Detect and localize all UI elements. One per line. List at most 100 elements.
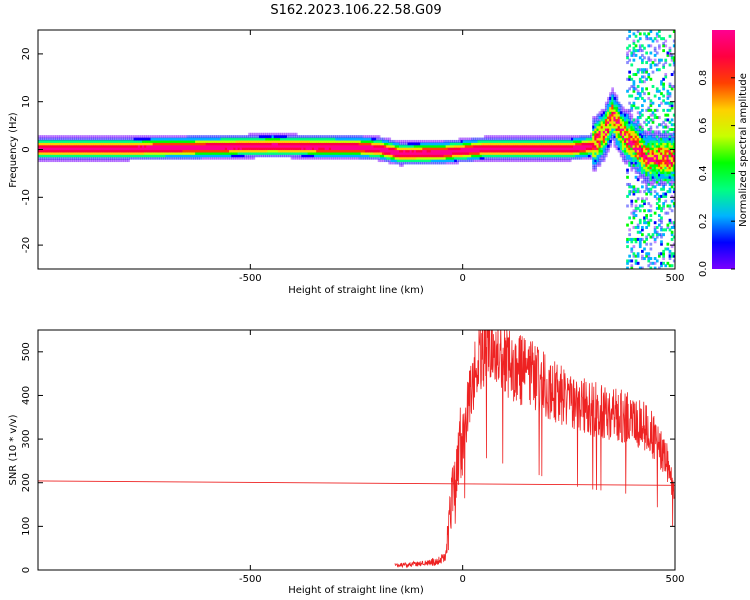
heatmap-cell bbox=[458, 149, 462, 153]
heatmap-cell bbox=[490, 144, 493, 148]
heatmap-cell bbox=[120, 159, 124, 163]
heatmap-cell bbox=[664, 113, 668, 117]
heatmap-cell bbox=[101, 159, 105, 163]
heatmap-cell bbox=[624, 135, 627, 139]
heatmap-cell bbox=[515, 149, 519, 153]
heatmap-cell bbox=[163, 139, 166, 143]
heatmap-cell bbox=[662, 41, 665, 45]
heatmap-cell bbox=[265, 147, 268, 151]
heatmap-cell bbox=[337, 147, 341, 151]
heatmap-cell bbox=[226, 135, 230, 139]
heatmap-cell bbox=[69, 144, 73, 148]
heatmap-cell bbox=[617, 137, 621, 141]
heatmap-cell bbox=[477, 159, 481, 163]
heatmap-cell bbox=[163, 154, 166, 158]
heatmap-cell bbox=[662, 161, 665, 165]
heatmap-cell bbox=[99, 135, 103, 139]
heatmap-cell bbox=[176, 151, 179, 155]
heatmap-cell bbox=[239, 139, 243, 143]
heatmap-cell bbox=[664, 173, 668, 177]
heatmap-cell bbox=[44, 151, 48, 155]
heatmap-cell bbox=[666, 135, 670, 139]
heatmap-cell bbox=[345, 139, 349, 143]
heatmap-cell bbox=[562, 147, 566, 151]
heatmap-cell bbox=[634, 53, 638, 57]
heatmap-cell bbox=[458, 142, 462, 146]
heatmap-cell bbox=[171, 149, 175, 153]
heatmap-cell bbox=[638, 123, 642, 127]
heatmap-cell bbox=[379, 149, 383, 153]
heatmap-cell bbox=[611, 87, 615, 91]
heatmap-cell bbox=[536, 142, 540, 146]
heatmap-cell bbox=[653, 266, 657, 269]
heatmap-cell bbox=[511, 147, 515, 151]
heatmap-cell bbox=[626, 61, 629, 65]
heatmap-cell bbox=[269, 142, 273, 146]
heatmap-cell bbox=[619, 132, 623, 136]
heatmap-cell bbox=[301, 144, 305, 148]
heatmap-cell bbox=[660, 123, 663, 127]
heatmap-cell bbox=[350, 149, 353, 153]
heatmap-cell bbox=[275, 151, 279, 155]
heatmap-cell bbox=[150, 154, 154, 158]
heatmap-cell bbox=[645, 159, 648, 163]
heatmap-cell bbox=[466, 151, 470, 155]
heatmap-cell bbox=[379, 159, 383, 163]
heatmap-cell bbox=[335, 139, 338, 143]
heatmap-cell bbox=[643, 99, 646, 103]
heatmap-cell bbox=[71, 154, 75, 158]
heatmap-cell bbox=[396, 161, 400, 165]
heatmap-cell bbox=[645, 161, 648, 165]
heatmap-cell bbox=[80, 151, 84, 155]
heatmap-cell bbox=[258, 132, 262, 136]
heatmap-cell bbox=[297, 135, 300, 139]
heatmap-cell bbox=[341, 156, 345, 160]
heatmap-cell bbox=[524, 154, 527, 158]
heatmap-cell bbox=[299, 137, 302, 141]
heatmap-cell bbox=[71, 147, 75, 151]
heatmap-cell bbox=[120, 149, 124, 153]
heatmap-cell bbox=[651, 113, 655, 117]
heatmap-cell bbox=[575, 139, 578, 143]
heatmap-cell bbox=[456, 151, 460, 155]
heatmap-cell bbox=[662, 130, 665, 134]
heatmap-cell bbox=[592, 135, 595, 139]
heatmap-cell bbox=[260, 151, 264, 155]
heatmap-cell bbox=[297, 156, 300, 160]
heatmap-cell bbox=[243, 151, 247, 155]
heatmap-cell bbox=[61, 139, 65, 143]
heatmap-cell bbox=[469, 156, 472, 160]
heatmap-cell bbox=[598, 123, 602, 127]
heatmap-cell bbox=[284, 142, 288, 146]
heatmap-cell bbox=[239, 154, 243, 158]
heatmap-cell bbox=[186, 147, 190, 151]
heatmap-cell bbox=[54, 151, 58, 155]
heatmap-cell bbox=[456, 139, 460, 143]
heatmap-cell bbox=[658, 68, 661, 72]
heatmap-cell bbox=[292, 156, 296, 160]
heatmap-cell bbox=[592, 142, 595, 146]
heatmap-cell bbox=[212, 156, 215, 160]
heatmap-cell bbox=[350, 147, 353, 151]
heatmap-cell bbox=[67, 147, 71, 151]
heatmap-cell bbox=[284, 151, 288, 155]
heatmap-cell bbox=[609, 123, 612, 127]
heatmap-cell bbox=[456, 161, 460, 165]
heatmap-cell bbox=[437, 154, 440, 158]
heatmap-cell bbox=[660, 149, 663, 153]
heatmap-cell bbox=[615, 147, 619, 151]
heatmap-cell bbox=[178, 144, 181, 148]
heatmap-cell bbox=[447, 142, 451, 146]
heatmap-cell bbox=[530, 154, 534, 158]
heatmap-cell bbox=[146, 156, 150, 160]
heatmap-cell bbox=[596, 123, 600, 127]
heatmap-cell bbox=[322, 156, 326, 160]
heatmap-cell bbox=[672, 123, 675, 127]
heatmap-cell bbox=[409, 139, 413, 143]
heatmap-cell bbox=[428, 147, 432, 151]
heatmap-cell bbox=[604, 147, 608, 151]
heatmap-cell bbox=[146, 137, 150, 141]
heatmap-cell bbox=[628, 190, 632, 194]
heatmap-cell bbox=[655, 173, 659, 177]
